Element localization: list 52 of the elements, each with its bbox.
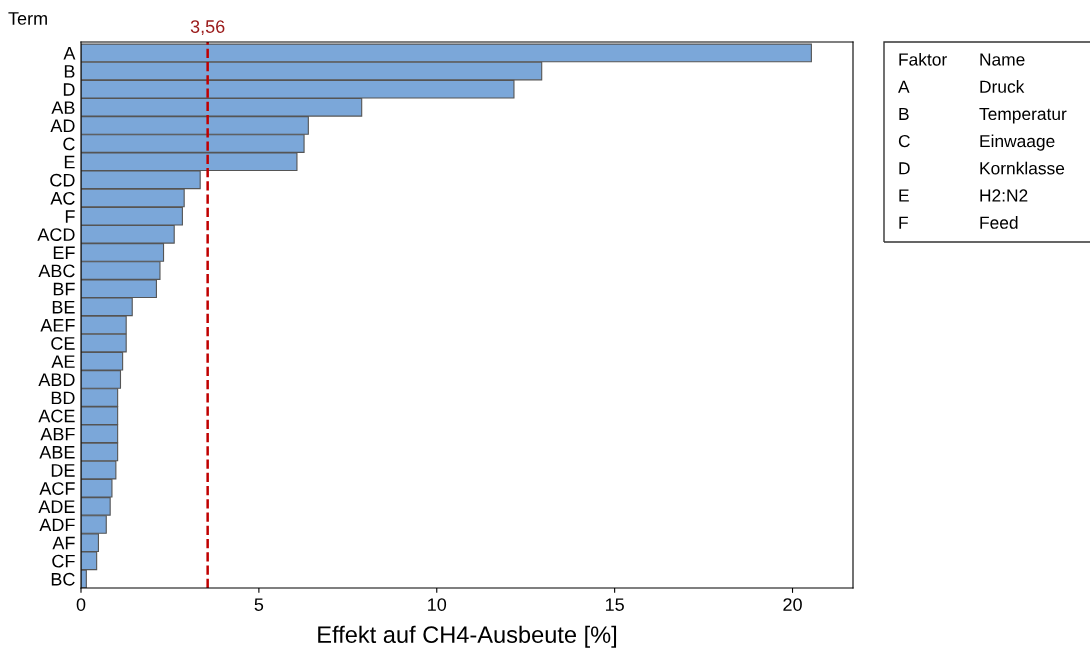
x-tick-label: 10 <box>428 598 447 611</box>
y-tick-label: ABD <box>38 373 75 386</box>
text: Einwaage <box>980 134 1055 151</box>
x-tick-label: 20 <box>783 598 802 611</box>
y-tick-label: DE <box>51 464 75 477</box>
x-tick-label: 0 <box>76 598 86 611</box>
text: Faktor <box>899 52 947 66</box>
y-tick-label: AE <box>51 355 75 368</box>
text: Druck <box>980 80 1025 93</box>
y-tick-label: D <box>63 83 75 96</box>
text: Name <box>980 53 1025 66</box>
text: B <box>899 107 909 120</box>
text: Feed <box>980 216 1018 229</box>
y-tick-label: AEF <box>40 319 75 332</box>
y-tick-label: ADE <box>38 500 75 513</box>
y-tick-label: BC <box>51 572 75 586</box>
y-tick-label: E <box>64 155 75 169</box>
x-tick-label: 15 <box>605 598 624 611</box>
y-tick-label: CF <box>52 554 75 568</box>
y-tick-label: AF <box>52 536 75 550</box>
y-tick-label: ACF <box>39 482 75 495</box>
text: Kornklasse <box>980 161 1065 175</box>
x-tick-label: 5 <box>254 598 264 611</box>
y-tick-label: AD <box>50 119 75 132</box>
y-tick-label: ABE <box>39 446 75 459</box>
text: A <box>898 80 910 93</box>
y-tick-label: ACE <box>38 409 75 423</box>
y-tick-label: CD <box>50 173 75 187</box>
y-tick-label: ACD <box>37 228 75 241</box>
y-tick-label: AB <box>51 101 75 114</box>
y-tick-label: AC <box>50 191 75 205</box>
y-tick-label: A <box>63 47 76 60</box>
y-tick-label: ADF <box>39 518 75 532</box>
y-axis-title: Term <box>8 12 47 25</box>
y-tick-label: C <box>63 137 75 151</box>
text: Temperatur <box>979 107 1067 124</box>
text: H2:N2 <box>980 189 1028 202</box>
x-axis-title: Effekt auf CH4-Ausbeute [%] <box>318 625 617 648</box>
text: F <box>899 216 908 229</box>
y-tick-label: BE <box>52 300 75 314</box>
text: C <box>898 134 910 148</box>
y-tick-label: EF <box>53 246 75 259</box>
y-tick-label: ABF <box>40 427 75 441</box>
ref-line-label: 3,56 <box>190 20 225 36</box>
y-tick-label: ABC <box>38 264 75 278</box>
y-tick-label: F <box>65 210 75 223</box>
y-tick-label: CE <box>51 337 75 350</box>
y-tick-label: BD <box>51 391 75 405</box>
text: E <box>899 189 909 202</box>
text: D <box>899 162 910 175</box>
y-tick-label: BF <box>53 282 75 296</box>
y-tick-label: B <box>64 65 75 78</box>
